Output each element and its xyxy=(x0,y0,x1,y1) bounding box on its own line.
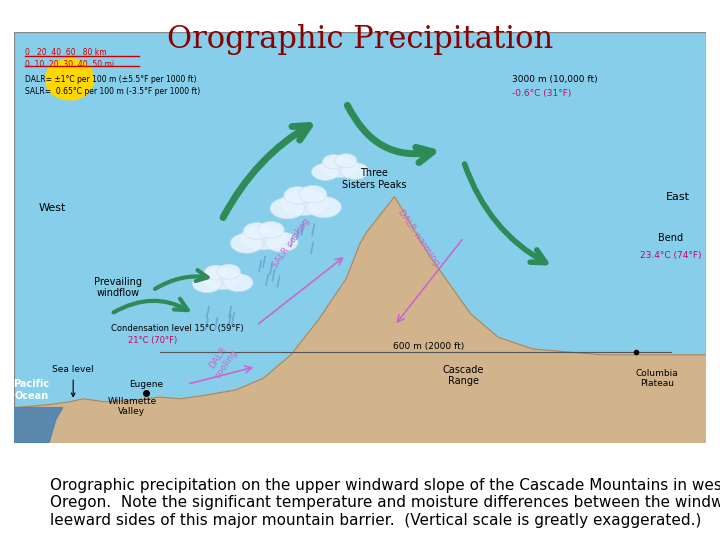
Text: East: East xyxy=(666,192,690,201)
Text: West: West xyxy=(39,203,66,213)
Text: 0  10  20  30  40  50 mi: 0 10 20 30 40 50 mi xyxy=(24,60,114,69)
Ellipse shape xyxy=(217,264,240,279)
Ellipse shape xyxy=(281,190,329,215)
Text: Bend: Bend xyxy=(659,233,683,242)
Ellipse shape xyxy=(230,233,264,253)
Ellipse shape xyxy=(223,274,253,292)
Ellipse shape xyxy=(201,268,243,289)
Ellipse shape xyxy=(265,232,298,252)
Ellipse shape xyxy=(204,265,228,280)
Text: DALR= ±1°C per 100 m (±5.5°F per 1000 ft): DALR= ±1°C per 100 m (±5.5°F per 1000 ft… xyxy=(24,75,197,84)
Text: SALR cooling: SALR cooling xyxy=(270,217,312,270)
Ellipse shape xyxy=(240,225,287,250)
Text: Condensation level 15°C (59°F): Condensation level 15°C (59°F) xyxy=(110,324,243,333)
Ellipse shape xyxy=(307,197,341,218)
Text: DALR
cooling: DALR cooling xyxy=(204,342,239,380)
Ellipse shape xyxy=(270,198,305,219)
Ellipse shape xyxy=(284,187,312,204)
Text: Sea level: Sea level xyxy=(53,366,94,396)
Ellipse shape xyxy=(312,164,339,180)
Ellipse shape xyxy=(335,154,357,168)
Text: 600 m (2000 ft): 600 m (2000 ft) xyxy=(394,342,464,350)
Ellipse shape xyxy=(243,222,270,239)
Text: 23.4°C (74°F): 23.4°C (74°F) xyxy=(640,251,702,260)
Ellipse shape xyxy=(323,154,345,168)
Text: 21°C (70°F): 21°C (70°F) xyxy=(128,336,177,345)
Text: Prevailing
windflow: Prevailing windflow xyxy=(94,276,142,298)
Text: -0.6°C (31°F): -0.6°C (31°F) xyxy=(512,90,572,98)
Circle shape xyxy=(45,59,94,100)
Text: 3000 m (10,000 ft): 3000 m (10,000 ft) xyxy=(512,75,598,84)
Text: Columbia
Plateau: Columbia Plateau xyxy=(636,369,678,388)
Ellipse shape xyxy=(192,275,222,293)
Polygon shape xyxy=(14,408,63,443)
Ellipse shape xyxy=(320,157,359,178)
FancyBboxPatch shape xyxy=(14,32,706,443)
Text: Three
Sisters Peaks: Three Sisters Peaks xyxy=(341,168,406,190)
Text: Orographic precipitation on the upper windward slope of the Cascade Mountains in: Orographic precipitation on the upper wi… xyxy=(50,478,720,528)
Ellipse shape xyxy=(258,221,284,238)
Text: 0   20  40  60   80 km: 0 20 40 60 80 km xyxy=(24,49,107,57)
Text: Pacific
Ocean: Pacific Ocean xyxy=(14,379,50,401)
Polygon shape xyxy=(14,197,706,443)
Ellipse shape xyxy=(300,185,327,203)
Text: Orographic Precipitation: Orographic Precipitation xyxy=(167,24,553,55)
Text: Cascade
Range: Cascade Range xyxy=(443,364,485,386)
Ellipse shape xyxy=(341,163,369,179)
Text: DALR warming: DALR warming xyxy=(396,208,441,267)
Text: Willamette
Valley: Willamette Valley xyxy=(107,397,156,416)
Text: SALR=  0.65°C per 100 m (-3.5°F per 1000 ft): SALR= 0.65°C per 100 m (-3.5°F per 1000 … xyxy=(24,86,200,96)
Text: Eugene: Eugene xyxy=(129,380,163,389)
